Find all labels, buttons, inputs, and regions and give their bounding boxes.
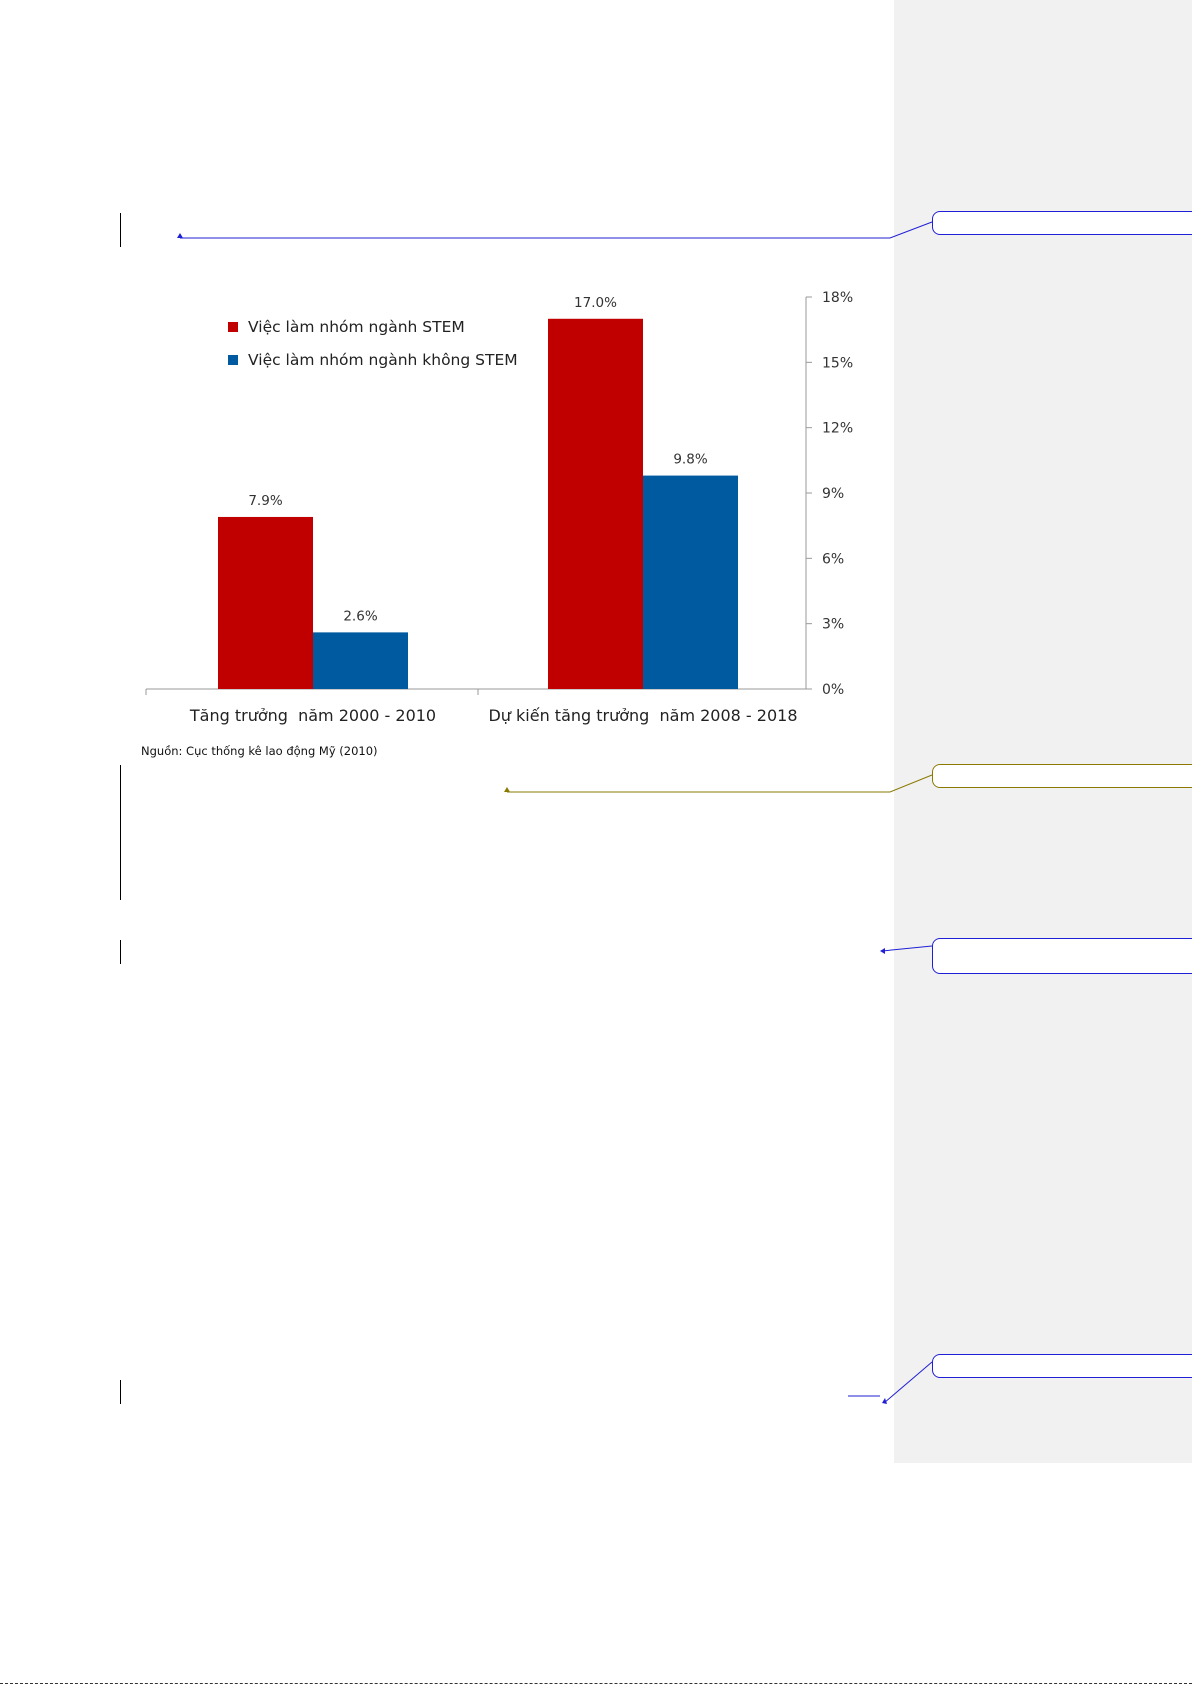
legend-label-stem: Việc làm nhóm ngành STEM (248, 318, 465, 336)
legend-swatch-non-stem (228, 355, 238, 365)
y-tick-label: 3% (822, 617, 844, 633)
bar (643, 475, 738, 689)
legend-item-stem: Việc làm nhóm ngành STEM (228, 318, 465, 336)
source-note: Nguồn: Cục thống kê lao động Mỹ (2010) (141, 744, 378, 758)
comment-balloon[interactable] (932, 1354, 1192, 1378)
y-tick-label: 6% (822, 551, 844, 567)
comment-pane (894, 0, 1192, 1463)
data-label: 2.6% (343, 608, 377, 624)
data-label: 17.0% (574, 295, 617, 311)
bar (548, 318, 643, 689)
bar (218, 516, 313, 689)
comment-balloon[interactable] (932, 938, 1192, 974)
page-bottom-border (0, 1683, 1192, 1684)
x-tick-label: Tăng trưởng năm 2000 - 2010 (189, 706, 436, 725)
data-label: 9.8% (673, 452, 707, 468)
comment-anchor-marker (882, 1398, 887, 1404)
legend-item-non-stem: Việc làm nhóm ngành không STEM (228, 351, 518, 369)
change-bar (120, 213, 121, 247)
comment-connector-line (180, 221, 933, 239)
x-tick-label: Dự kiến tăng trưởng năm 2008 - 2018 (488, 706, 797, 725)
comment-balloon[interactable] (932, 764, 1192, 788)
y-tick-label: 15% (822, 355, 853, 371)
change-bar (120, 940, 121, 964)
y-tick-label: 0% (822, 682, 844, 698)
chart: 0% 3% 6% 9% 12% 15% 18% 7.9% 17.0% 2.6% 9.8% Tăng t… (140, 262, 860, 762)
bar (313, 632, 408, 689)
comment-balloon[interactable] (932, 211, 1192, 235)
bar-chart-svg: 0% 3% 6% 9% 12% 15% 18% 7.9% 17.0% 2.6% 9.8% Tăng t… (145, 290, 853, 725)
comment-anchor-marker (504, 787, 510, 792)
legend-label-non-stem: Việc làm nhóm ngành không STEM (248, 351, 518, 369)
y-tick-label: 18% (822, 290, 853, 306)
comment-connector-line (507, 774, 933, 793)
y-tick-label: 12% (822, 421, 853, 437)
legend-swatch-stem (228, 322, 238, 332)
data-label: 7.9% (248, 493, 282, 509)
change-bar (120, 1380, 121, 1404)
change-bar (120, 765, 121, 900)
y-tick-label: 9% (822, 486, 844, 502)
comment-anchor-marker (880, 948, 885, 954)
comment-anchor-marker (177, 233, 183, 238)
